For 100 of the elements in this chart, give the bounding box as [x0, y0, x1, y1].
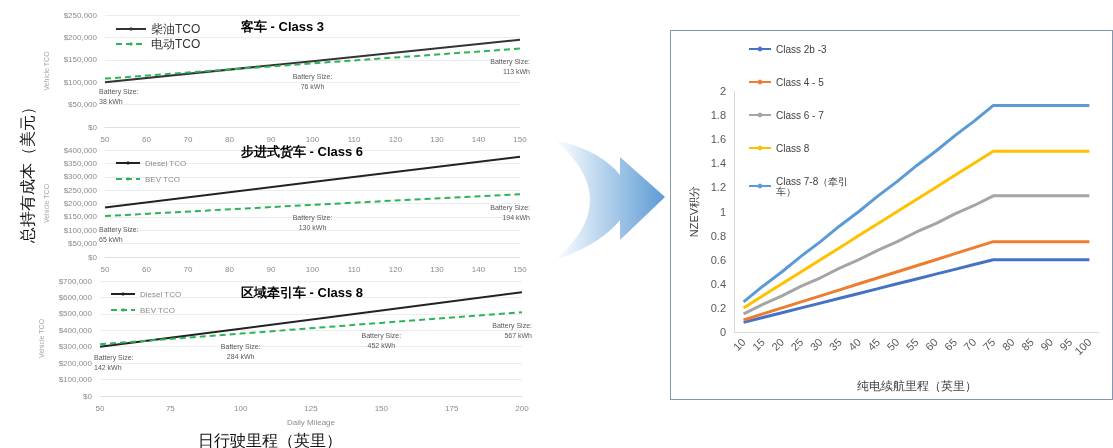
x-tick-label: 120 [388, 264, 403, 274]
y-tick-label: $150,000 [63, 212, 98, 222]
legend-label: Class 6 - 7 [776, 109, 825, 121]
legend-label: Diesel TCO [140, 289, 182, 299]
chart-title: 客车 - Class 3 [240, 19, 325, 34]
y-tick-label: $0 [88, 252, 98, 262]
y-tick-label: $150,000 [63, 55, 98, 65]
x-tick-label: 100 [305, 264, 320, 274]
y-tick-label: 0.8 [710, 229, 726, 242]
x-tick-label: 75 [165, 403, 176, 413]
y-tick-label: 0.2 [710, 301, 726, 314]
y-tick-label: $50,000 [68, 100, 98, 110]
x-tick-label: 70 [183, 134, 193, 144]
x-tick-label: 50 [100, 134, 110, 144]
y-tick-label: $50,000 [68, 239, 98, 249]
y-tick-label: $0 [88, 122, 98, 132]
x-tick-label: 20 [769, 335, 787, 353]
y-tick-label: $250,000 [63, 185, 98, 195]
x-tick-label: 50 [100, 264, 110, 274]
legend-label: Diesel TCO [145, 158, 187, 168]
x-tick-label: 45 [865, 335, 883, 353]
x-tick-label: 15 [749, 335, 768, 353]
x-tick-label: 80 [225, 264, 235, 274]
x-tick-label: 110 [347, 134, 361, 144]
x-tick-label: 25 [788, 335, 806, 353]
x-tick-label: 90 [266, 264, 276, 274]
x-tick-label: 100 [1072, 335, 1094, 358]
x-tick-label: 50 [95, 403, 105, 413]
x-tick-label: 110 [347, 264, 361, 274]
y-tick-label: $100,000 [63, 225, 98, 235]
y-tick-label: 0 [719, 326, 726, 338]
legend-label: BEV TCO [145, 174, 180, 184]
x-tick-label: 50 [884, 335, 902, 353]
x-tick-label: 40 [845, 335, 864, 353]
y-tick-label: 1.8 [710, 109, 726, 122]
chart-title: 步进式货车 - Class 6 [240, 144, 364, 159]
x-tick-label: 140 [471, 264, 486, 274]
y-tick-label: $300,000 [63, 172, 98, 182]
x-tick-label: 60 [142, 264, 152, 274]
legend-label: BEV TCO [140, 305, 175, 315]
y-tick-label: 2 [719, 85, 726, 97]
y-tick-label: $250,000 [63, 10, 98, 20]
line-series [742, 240, 1091, 322]
x-tick-label: 175 [444, 403, 459, 413]
x-tick-label: 80 [999, 335, 1017, 353]
x-tick-label: 10 [730, 335, 748, 353]
y-tick-label: $100,000 [63, 77, 98, 87]
y-tick-label: 1.6 [710, 133, 726, 146]
x-tick-label: 70 [183, 264, 193, 274]
y-tick-label: $400,000 [58, 325, 93, 335]
x-tick-label: 80 [225, 134, 235, 144]
y-tick-label: $200,000 [58, 358, 93, 368]
y-tick-label: 1.2 [710, 181, 726, 194]
x-tick-label: 85 [1018, 335, 1037, 353]
y-tick-label: $300,000 [58, 342, 93, 352]
x-axis-title: Daily Mileage [286, 417, 336, 427]
x-tick-label: 95 [1057, 335, 1075, 353]
x-tick-label: 30 [807, 335, 825, 353]
x-tick-label: 120 [388, 134, 403, 144]
legend-label: 柴油TCO [151, 22, 201, 36]
text: 日行驶里程（英里） [198, 431, 342, 448]
legend-label: Class 4 - 5 [776, 76, 825, 88]
line-series [742, 258, 1091, 324]
y-tick-label: $500,000 [58, 309, 93, 319]
y-tick-label: $0 [83, 391, 93, 401]
x-tick-label: 130 [430, 134, 445, 144]
chart-title: 区域牵引车 - Class 8 [241, 285, 364, 300]
x-tick-label: 60 [922, 335, 940, 353]
x-tick-label: 75 [980, 335, 998, 353]
line-series [742, 103, 1091, 304]
y-tick-label: $200,000 [63, 32, 98, 42]
x-tick-label: 90 [266, 134, 276, 144]
x-tick-label: 90 [1038, 335, 1056, 353]
y-tick-label: 1 [719, 205, 726, 218]
y-tick-label: 0.6 [710, 253, 726, 266]
y-tick-label: 0.4 [710, 277, 726, 290]
x-tick-label: 100 [305, 134, 320, 144]
x-tick-label: 65 [942, 335, 960, 353]
x-tick-label: 35 [826, 335, 844, 353]
legend-label: 电动TCO [151, 37, 201, 51]
y-tick-label: $400,000 [63, 145, 98, 155]
x-tick-label: 150 [513, 134, 528, 144]
y-tick-label: $700,000 [58, 276, 93, 286]
legend-label: Class 2b -3 [776, 43, 828, 55]
y-tick-label: $350,000 [63, 158, 98, 168]
x-tick-label: 140 [471, 134, 486, 144]
x-tick-label: 130 [430, 264, 445, 274]
x-tick-label: 70 [961, 335, 979, 353]
text: 总持有成本（美元） [17, 97, 37, 245]
y-tick-label: 1.4 [710, 157, 726, 170]
x-axis-title: 纯电续航里程（英里） [856, 379, 977, 393]
y-axis-title: NZEV积分 [687, 185, 700, 238]
x-tick-label: 55 [903, 335, 921, 353]
x-tick-label: 200 [515, 403, 530, 413]
y-tick-label: $100,000 [58, 375, 93, 385]
y-tick-label: $600,000 [58, 292, 93, 302]
x-tick-label: 150 [513, 264, 528, 274]
x-tick-label: 60 [142, 134, 152, 144]
y-tick-label: $200,000 [63, 199, 98, 208]
x-tick-label: 100 [233, 403, 248, 413]
